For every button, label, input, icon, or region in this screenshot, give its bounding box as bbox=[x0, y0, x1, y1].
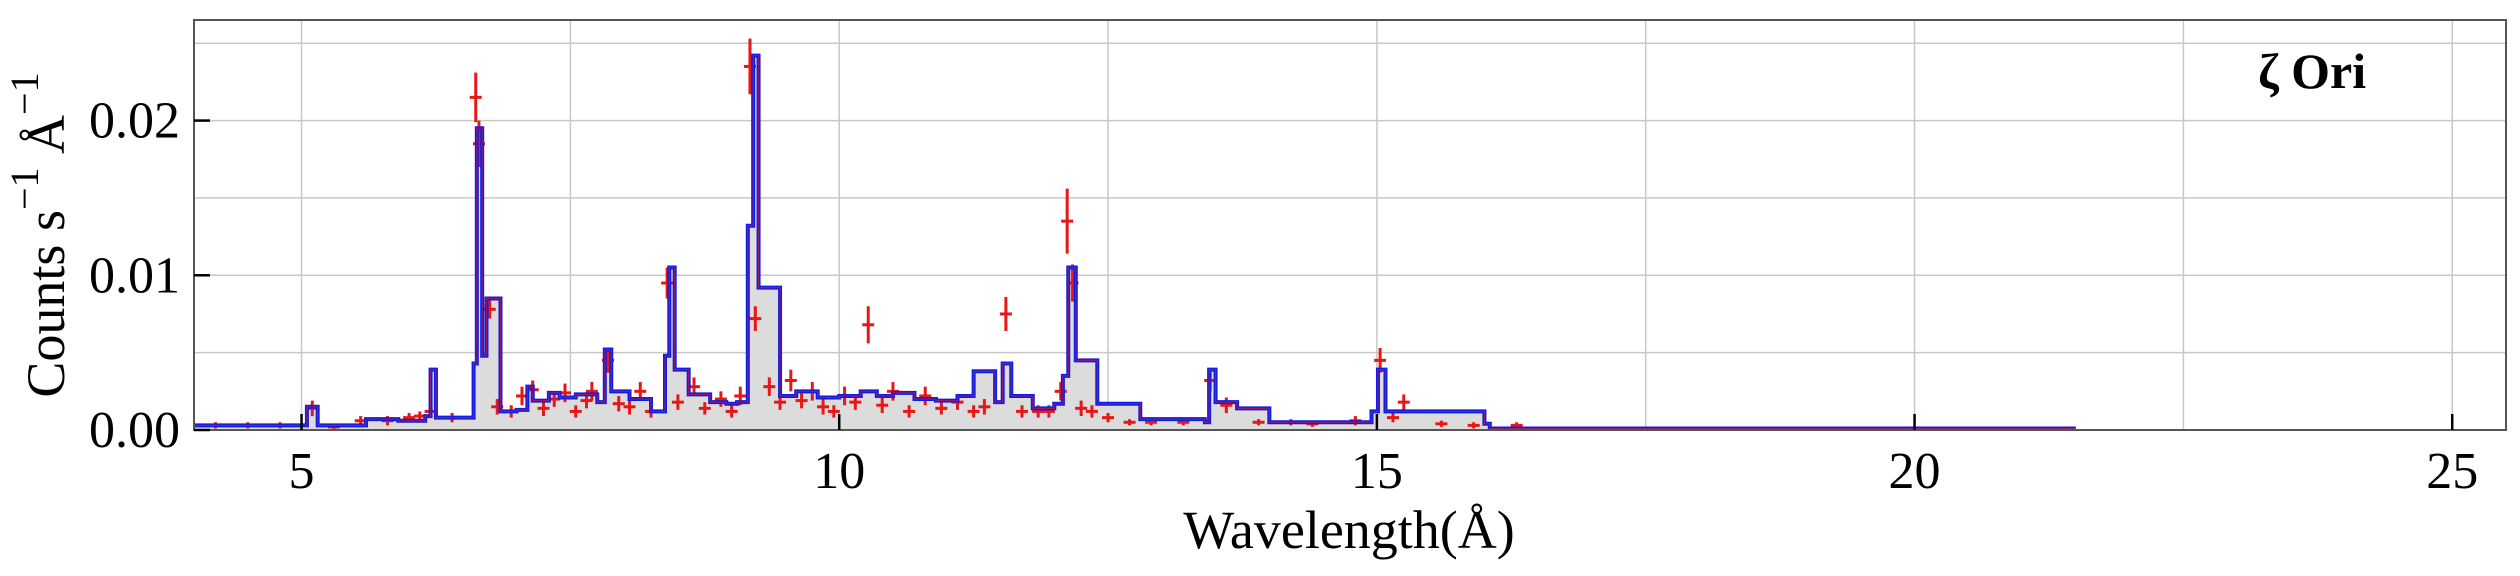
x-tick-label: 5 bbox=[289, 443, 315, 500]
data-point bbox=[935, 402, 948, 415]
data-point bbox=[537, 400, 550, 417]
data-point bbox=[585, 382, 598, 401]
grid-lines bbox=[194, 20, 2506, 430]
data-point bbox=[978, 399, 991, 415]
y-axis-label: Counts s−1 Å−1 bbox=[2, 72, 76, 397]
y-label-base-1: Counts s bbox=[16, 210, 76, 398]
data-point bbox=[1085, 405, 1098, 418]
axis-ticks: 5 10 15 20 25 0.00 0.01 0.02 bbox=[89, 93, 2478, 500]
svg-text:Counts s−1 Å−1: Counts s−1 Å−1 bbox=[2, 72, 76, 397]
data-point bbox=[1467, 422, 1480, 429]
data-point bbox=[749, 306, 762, 331]
data-point bbox=[623, 399, 636, 415]
y-label-sup-2: −1 bbox=[2, 72, 47, 115]
data-point bbox=[817, 399, 830, 415]
model-line bbox=[194, 53, 2076, 431]
data-point bbox=[1123, 419, 1136, 426]
data-point bbox=[1435, 420, 1448, 427]
x-tick-label: 10 bbox=[813, 443, 865, 500]
data-point bbox=[469, 72, 482, 123]
x-axis-label: Wavelength(Å) bbox=[1183, 500, 1515, 560]
observed-trace-line bbox=[194, 54, 2076, 430]
x-tick-label: 20 bbox=[1889, 443, 1941, 500]
y-label-base-2: Å bbox=[16, 115, 76, 168]
x-tick-label: 25 bbox=[2426, 443, 2478, 500]
data-point bbox=[903, 405, 916, 418]
data-point bbox=[795, 392, 808, 409]
data-point bbox=[671, 394, 684, 410]
data-point bbox=[1252, 419, 1265, 426]
data-point bbox=[1102, 412, 1115, 423]
star-name-annotation: ζ Ori bbox=[2258, 43, 2366, 99]
data-point bbox=[967, 405, 980, 418]
data-point bbox=[698, 402, 711, 415]
data-point bbox=[999, 296, 1012, 331]
data-point bbox=[1220, 397, 1233, 413]
data-point bbox=[763, 377, 776, 396]
data-point bbox=[714, 391, 727, 407]
data-point bbox=[1061, 188, 1074, 254]
data-point bbox=[1075, 400, 1088, 417]
y-tick-label: 0.02 bbox=[89, 93, 180, 150]
data-point bbox=[862, 306, 875, 344]
data-point bbox=[612, 395, 625, 412]
data-point bbox=[919, 386, 932, 406]
data-point bbox=[569, 405, 582, 418]
data-point bbox=[876, 397, 889, 413]
data-point bbox=[1387, 412, 1400, 423]
y-tick-label: 0.01 bbox=[89, 247, 180, 304]
y-label-sup-1: −1 bbox=[2, 167, 47, 210]
y-tick-label: 0.00 bbox=[89, 402, 180, 459]
data-point bbox=[1397, 394, 1410, 410]
data-point bbox=[1016, 405, 1029, 418]
data-point bbox=[784, 369, 797, 392]
data-point bbox=[827, 405, 840, 418]
x-tick-label: 15 bbox=[1351, 443, 1403, 500]
plot-frame bbox=[193, 19, 2507, 431]
data-point bbox=[725, 405, 738, 418]
